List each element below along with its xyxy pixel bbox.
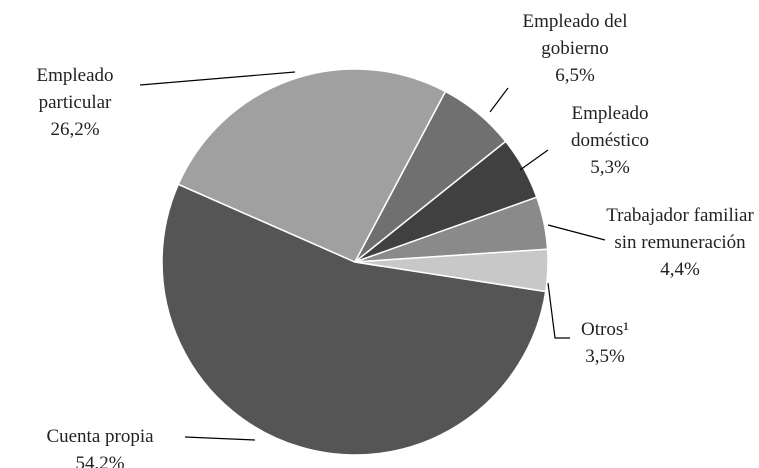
slice-label: Empleado doméstico 5,3% bbox=[570, 103, 650, 178]
leader-line bbox=[547, 282, 570, 339]
leader-line bbox=[489, 87, 509, 113]
slice-label: Empleado del gobierno 6,5% bbox=[522, 11, 628, 86]
slice-label: Empleado particular 26,2% bbox=[36, 65, 114, 140]
leader-line bbox=[184, 436, 256, 441]
pie-slice bbox=[354, 248, 549, 293]
leader-line bbox=[547, 224, 606, 241]
leader-line bbox=[139, 71, 296, 86]
pie-slice bbox=[161, 183, 547, 456]
pie-slice bbox=[177, 68, 447, 263]
slice-label: Otros¹ 3,5% bbox=[581, 319, 629, 367]
slice-label: Trabajador familiar sin remuneración 4,4% bbox=[606, 205, 754, 280]
slice-label: Cuenta propia 54,2% bbox=[46, 426, 154, 468]
leader-line bbox=[519, 149, 549, 171]
